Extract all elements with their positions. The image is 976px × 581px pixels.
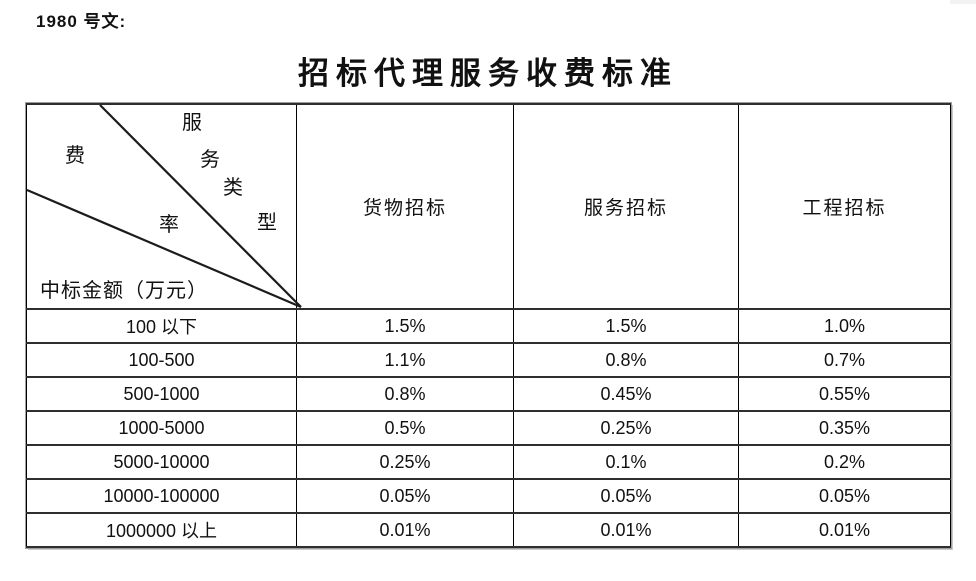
rate-cell: 0.05% — [513, 478, 739, 514]
table-row: 10000-100000 0.05% 0.05% 0.05% — [26, 478, 951, 514]
rate-cell: 0.25% — [296, 444, 514, 480]
amount-range-cell: 5000-10000 — [26, 444, 297, 480]
amount-range-cell: 1000000 以上 — [26, 512, 297, 548]
rate-cell: 0.35% — [738, 410, 951, 446]
rate-cell: 0.7% — [738, 342, 951, 378]
table-row: 100 以下 1.5% 1.5% 1.0% — [26, 308, 951, 344]
table-row: 500-1000 0.8% 0.45% 0.55% — [26, 376, 951, 412]
rate-cell: 0.05% — [738, 478, 951, 514]
document-ref-number: 1980 号文: — [36, 12, 127, 31]
rate-cell: 0.25% — [513, 410, 739, 446]
diagonal-corner-cell: 费 率 服 务 类 型 中标金额（万元） — [26, 103, 302, 310]
column-header-service: 服务招标 — [513, 103, 739, 310]
table-row: 100-500 1.1% 0.8% 0.7% — [26, 342, 951, 378]
rate-cell: 0.01% — [513, 512, 739, 548]
rate-cell: 0.8% — [513, 342, 739, 378]
corner-char-service-2: 务 — [200, 149, 220, 171]
rate-cell: 1.0% — [738, 308, 951, 344]
rate-cell: 0.5% — [296, 410, 514, 446]
amount-range-cell: 500-1000 — [26, 376, 297, 412]
rate-cell: 0.01% — [296, 512, 514, 548]
corner-char-service-1: 服 — [182, 112, 202, 134]
amount-range-cell: 10000-100000 — [26, 478, 297, 514]
column-header-works: 工程招标 — [738, 103, 951, 310]
rate-cell: 0.05% — [296, 478, 514, 514]
rate-cell: 1.5% — [296, 308, 514, 344]
page-title: 招标代理服务收费标准 — [298, 56, 678, 91]
rate-cell: 1.1% — [296, 342, 514, 378]
amount-range-cell: 1000-5000 — [26, 410, 297, 446]
corner-char-service-4: 型 — [257, 212, 277, 234]
corner-char-fee: 费 — [65, 145, 85, 167]
corner-char-rate: 率 — [159, 214, 179, 236]
rate-cell: 0.2% — [738, 444, 951, 480]
rate-cell: 0.45% — [513, 376, 739, 412]
amount-range-cell: 100-500 — [26, 342, 297, 378]
scrollbar-remnant — [950, 0, 976, 4]
row-axis-label: 中标金额（万元） — [40, 280, 208, 302]
table-header-row: 费 率 服 务 类 型 中标金额（万元） 货物招标 服务招标 工程招标 — [26, 103, 951, 310]
fee-standard-table: 费 率 服 务 类 型 中标金额（万元） 货物招标 服务招标 工程招标 100 … — [26, 103, 951, 548]
corner-char-service-3: 类 — [223, 177, 243, 199]
amount-range-cell: 100 以下 — [26, 308, 297, 344]
column-header-goods: 货物招标 — [296, 103, 514, 310]
rate-cell: 0.55% — [738, 376, 951, 412]
table-row: 1000-5000 0.5% 0.25% 0.35% — [26, 410, 951, 446]
rate-cell: 0.01% — [738, 512, 951, 548]
table-row: 5000-10000 0.25% 0.1% 0.2% — [26, 444, 951, 480]
rate-cell: 0.1% — [513, 444, 739, 480]
rate-cell: 1.5% — [513, 308, 739, 344]
diagonal-divider-lines — [26, 104, 302, 309]
rate-cell: 0.8% — [296, 376, 514, 412]
table-row: 1000000 以上 0.01% 0.01% 0.01% — [26, 512, 951, 548]
